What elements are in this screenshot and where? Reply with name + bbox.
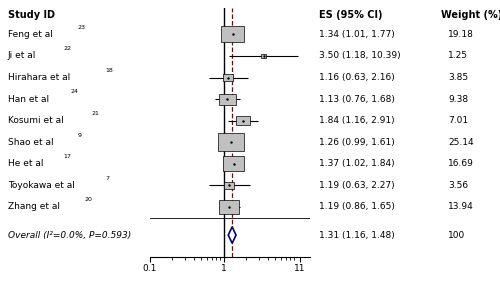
Text: 1.19 (0.86, 1.65): 1.19 (0.86, 1.65) (318, 202, 394, 212)
Text: 1.31 (1.16, 1.48): 1.31 (1.16, 1.48) (318, 231, 394, 239)
Bar (218, 133, 244, 151)
Text: 25.14: 25.14 (448, 138, 474, 147)
Text: 18: 18 (106, 68, 113, 73)
Text: 1.84 (1.16, 2.91): 1.84 (1.16, 2.91) (318, 116, 394, 125)
Text: Hirahara et al: Hirahara et al (8, 73, 70, 82)
Text: Study ID: Study ID (8, 10, 55, 20)
Text: 22: 22 (64, 46, 72, 51)
Text: 1.34 (1.01, 1.77): 1.34 (1.01, 1.77) (318, 30, 394, 39)
Text: 3.85: 3.85 (448, 73, 468, 82)
Text: 7.01: 7.01 (448, 116, 468, 125)
Text: Weight (%): Weight (%) (441, 10, 500, 20)
Bar (222, 27, 244, 42)
Text: 1.13 (0.76, 1.68): 1.13 (0.76, 1.68) (318, 94, 394, 103)
Bar (236, 116, 250, 125)
Bar (223, 157, 244, 171)
Text: Feng et al: Feng et al (8, 30, 53, 39)
Text: 9.38: 9.38 (448, 94, 468, 103)
Text: ES (95% CI): ES (95% CI) (318, 10, 382, 20)
Text: 3.50 (1.18, 10.39): 3.50 (1.18, 10.39) (318, 51, 400, 60)
Text: Shao et al: Shao et al (8, 138, 54, 147)
Text: 1.19 (0.63, 2.27): 1.19 (0.63, 2.27) (318, 181, 394, 190)
Text: 1.25: 1.25 (448, 51, 468, 60)
Bar (223, 74, 234, 81)
Text: 1.26 (0.99, 1.61): 1.26 (0.99, 1.61) (318, 138, 394, 147)
Text: 3.56: 3.56 (448, 181, 468, 190)
Bar (260, 54, 266, 58)
Text: Overall (I²=0.0%, P=0.593): Overall (I²=0.0%, P=0.593) (8, 231, 131, 239)
Text: 23: 23 (78, 25, 86, 30)
Text: Zhang et al: Zhang et al (8, 202, 60, 212)
Text: 1.16 (0.63, 2.16): 1.16 (0.63, 2.16) (318, 73, 394, 82)
Bar (219, 200, 239, 214)
Text: 20: 20 (84, 197, 92, 202)
Text: Toyokawa et al: Toyokawa et al (8, 181, 75, 190)
Bar (220, 94, 236, 105)
Text: Han et al: Han et al (8, 94, 49, 103)
Text: 24: 24 (70, 89, 78, 94)
Text: Kosumi et al: Kosumi et al (8, 116, 64, 125)
Text: Ji et al: Ji et al (8, 51, 36, 60)
Text: 9: 9 (78, 133, 82, 138)
Bar (224, 182, 234, 189)
Text: 21: 21 (92, 111, 100, 116)
Text: 7: 7 (106, 176, 110, 181)
Polygon shape (228, 227, 236, 243)
Text: 1.37 (1.02, 1.84): 1.37 (1.02, 1.84) (318, 159, 394, 168)
Text: 19.18: 19.18 (448, 30, 474, 39)
Text: He et al: He et al (8, 159, 44, 168)
Text: 16.69: 16.69 (448, 159, 474, 168)
Text: 13.94: 13.94 (448, 202, 474, 212)
Text: 100: 100 (448, 231, 466, 239)
Text: 17: 17 (64, 154, 72, 159)
